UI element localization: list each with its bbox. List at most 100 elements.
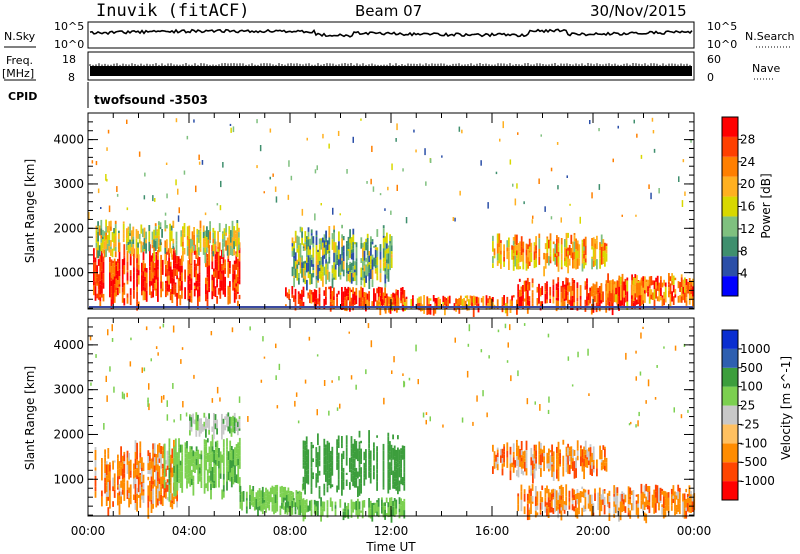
- data-cell: [512, 256, 515, 260]
- data-cell: [227, 262, 230, 268]
- data-cell: [205, 277, 207, 284]
- data-cell: [341, 260, 343, 272]
- data-cell: [355, 450, 358, 457]
- data-cell: [616, 487, 619, 494]
- data-cell: [376, 265, 379, 268]
- data-cell: [126, 243, 128, 251]
- data-cell: [546, 281, 548, 284]
- data-cell: [344, 300, 346, 311]
- data-cell: [228, 244, 231, 256]
- data-cell: [376, 473, 378, 482]
- data-cell: [181, 444, 184, 453]
- data-cell: [112, 263, 114, 274]
- data-cell: [677, 509, 680, 512]
- data-cell: [238, 428, 241, 431]
- data-cell: [651, 117, 654, 122]
- data-cell: [265, 493, 267, 497]
- data-cell: [573, 489, 576, 495]
- data-cell: [109, 502, 111, 509]
- data-cell: [666, 492, 668, 496]
- data-cell: [393, 456, 396, 466]
- data-cell: [114, 228, 117, 236]
- data-cell: [576, 251, 579, 259]
- data-cell: [590, 494, 593, 504]
- data-cell: [350, 469, 353, 474]
- colorbar-segment: [722, 462, 738, 482]
- data-cell: [223, 228, 226, 235]
- data-cell: [376, 462, 378, 470]
- data-cell: [161, 468, 164, 476]
- data-cell: [250, 495, 253, 503]
- data-cell: [400, 454, 402, 459]
- data-cell: [172, 220, 175, 228]
- data-cell: [576, 440, 579, 449]
- data-cell: [580, 448, 582, 457]
- data-cell: [405, 217, 408, 224]
- data-cell: [600, 507, 603, 512]
- data-cell: [331, 465, 334, 476]
- data-cell: [165, 492, 167, 499]
- data-cell: [625, 352, 627, 360]
- nsky-panel-frame: [87, 21, 695, 49]
- data-cell: [197, 470, 200, 476]
- data-cell: [126, 261, 129, 271]
- data-cell: [237, 281, 239, 284]
- data-cell: [487, 298, 489, 303]
- data-cell: [528, 509, 531, 520]
- data-cell: [129, 295, 132, 306]
- data-cell: [204, 236, 207, 239]
- data-cell: [589, 447, 592, 457]
- data-cell: [538, 233, 541, 239]
- data-cell: [390, 466, 393, 475]
- data-cell: [370, 178, 372, 185]
- data-cell: [168, 467, 171, 479]
- data-cell: [129, 494, 132, 500]
- data-cell: [563, 298, 566, 302]
- data-cell: [621, 281, 624, 292]
- data-cell: [629, 494, 632, 497]
- data-cell: [390, 500, 393, 507]
- data-cell: [331, 233, 334, 240]
- data-cell: [602, 257, 605, 264]
- data-cell: [544, 501, 547, 507]
- data-cell: [133, 494, 135, 500]
- data-cell: [650, 289, 653, 295]
- data-cell: [346, 241, 348, 244]
- data-cell: [679, 295, 681, 303]
- data-cell: [328, 442, 330, 453]
- data-cell: [437, 296, 440, 300]
- data-cell: [318, 250, 321, 261]
- data-cell: [129, 459, 132, 471]
- data-cell: [154, 235, 157, 239]
- data-cell: [602, 499, 604, 505]
- data-cell: [664, 297, 667, 303]
- data-cell: [520, 468, 523, 474]
- data-cell: [400, 291, 402, 301]
- data-cell: [520, 457, 523, 462]
- data-cell: [109, 464, 111, 472]
- data-cell: [110, 277, 113, 281]
- data-cell: [117, 476, 119, 486]
- data-cell: [376, 435, 378, 438]
- data-cell: [387, 272, 390, 282]
- data-cell: [305, 436, 308, 445]
- data-cell: [546, 238, 549, 247]
- data-cell: [297, 507, 300, 515]
- data-cell: [233, 260, 236, 265]
- data-cell: [213, 420, 215, 430]
- data-cell: [395, 508, 398, 515]
- data-cell: [222, 418, 225, 424]
- data-cell: [218, 223, 221, 232]
- data-cell: [632, 290, 635, 302]
- data-cell: [237, 458, 240, 466]
- data-cell: [229, 460, 232, 463]
- data-cell: [263, 496, 266, 500]
- data-cell: [584, 489, 587, 493]
- data-cell: [197, 273, 199, 281]
- data-cell: [486, 412, 488, 418]
- data-cell: [511, 249, 513, 258]
- data-cell: [252, 495, 255, 502]
- data-cell: [549, 251, 552, 254]
- data-cell: [369, 472, 372, 484]
- data-cell: [333, 225, 335, 230]
